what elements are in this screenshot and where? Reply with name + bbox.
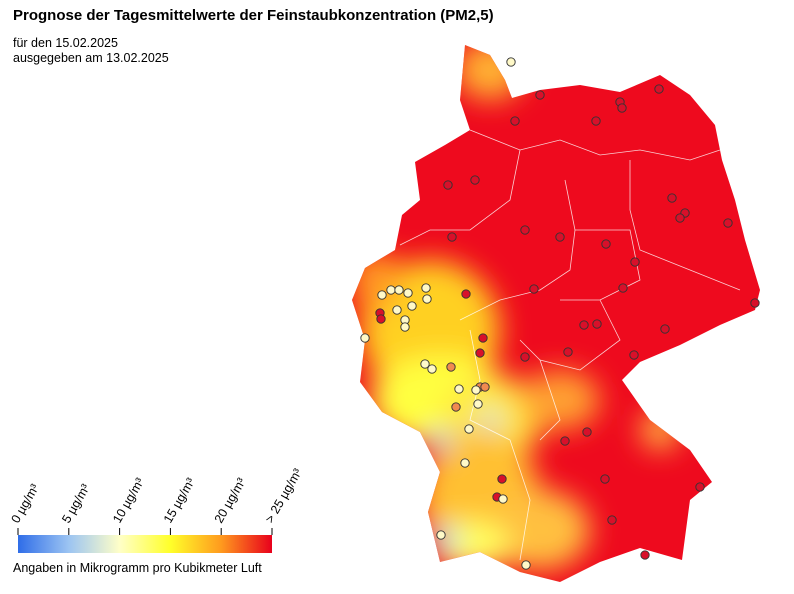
station — [582, 427, 592, 437]
station — [407, 301, 417, 311]
station — [446, 362, 456, 372]
station — [436, 530, 446, 540]
station — [591, 116, 601, 126]
station — [640, 550, 650, 560]
station — [376, 314, 386, 324]
station — [521, 560, 531, 570]
station — [377, 290, 387, 300]
station — [695, 482, 705, 492]
station — [480, 382, 490, 392]
station — [420, 359, 430, 369]
station — [461, 289, 471, 299]
station — [618, 283, 628, 293]
station — [555, 232, 565, 242]
legend-tick-label: 10 µg/m³ — [110, 476, 147, 526]
station — [579, 320, 589, 330]
date-line: für den 15.02.2025 — [13, 36, 118, 50]
legend: 0 µg/m³ 5 µg/m³ 10 µg/m³ 15 µg/m³ 20 µg/m³ > … — [8, 466, 305, 535]
station — [400, 322, 410, 332]
station — [421, 283, 431, 293]
legend-tick-label: 5 µg/m³ — [59, 482, 92, 526]
station — [563, 347, 573, 357]
station — [535, 90, 545, 100]
station — [497, 474, 507, 484]
station — [478, 333, 488, 343]
station — [675, 213, 685, 223]
station — [723, 218, 733, 228]
station — [529, 284, 539, 294]
station — [460, 458, 470, 468]
color-scale — [18, 535, 272, 553]
station — [392, 305, 402, 315]
concentration-map — [352, 45, 760, 582]
legend-tick-label: 20 µg/m³ — [212, 476, 249, 526]
legend-tick-label: > 25 µg/m³ — [262, 466, 304, 525]
station — [422, 294, 432, 304]
station — [360, 333, 370, 343]
station — [473, 399, 483, 409]
station — [451, 402, 461, 412]
station — [386, 285, 396, 295]
station — [475, 348, 485, 358]
station — [607, 515, 617, 525]
legend-caption: Angaben in Mikrogramm pro Kubikmeter Luf… — [13, 561, 262, 575]
title: Prognose der Tagesmittelwerte der Feinst… — [13, 7, 494, 24]
issued-line: ausgegeben am 13.02.2025 — [13, 51, 169, 65]
station — [427, 364, 437, 374]
station — [660, 324, 670, 334]
station — [443, 180, 453, 190]
station — [403, 288, 413, 298]
station — [447, 232, 457, 242]
stations — [360, 57, 760, 570]
station — [520, 352, 530, 362]
station — [617, 103, 627, 113]
station — [600, 474, 610, 484]
station — [560, 436, 570, 446]
legend-tick-label: 15 µg/m³ — [161, 476, 198, 526]
station — [464, 424, 474, 434]
station — [454, 384, 464, 394]
station — [592, 319, 602, 329]
station — [394, 285, 404, 295]
station — [601, 239, 611, 249]
station — [629, 350, 639, 360]
station — [510, 116, 520, 126]
station — [470, 175, 480, 185]
station — [471, 385, 481, 395]
station — [667, 193, 677, 203]
station — [506, 57, 516, 67]
station — [654, 84, 664, 94]
legend-tick-label: 0 µg/m³ — [8, 482, 41, 526]
station — [520, 225, 530, 235]
station — [750, 298, 760, 308]
station — [498, 494, 508, 504]
station — [630, 257, 640, 267]
